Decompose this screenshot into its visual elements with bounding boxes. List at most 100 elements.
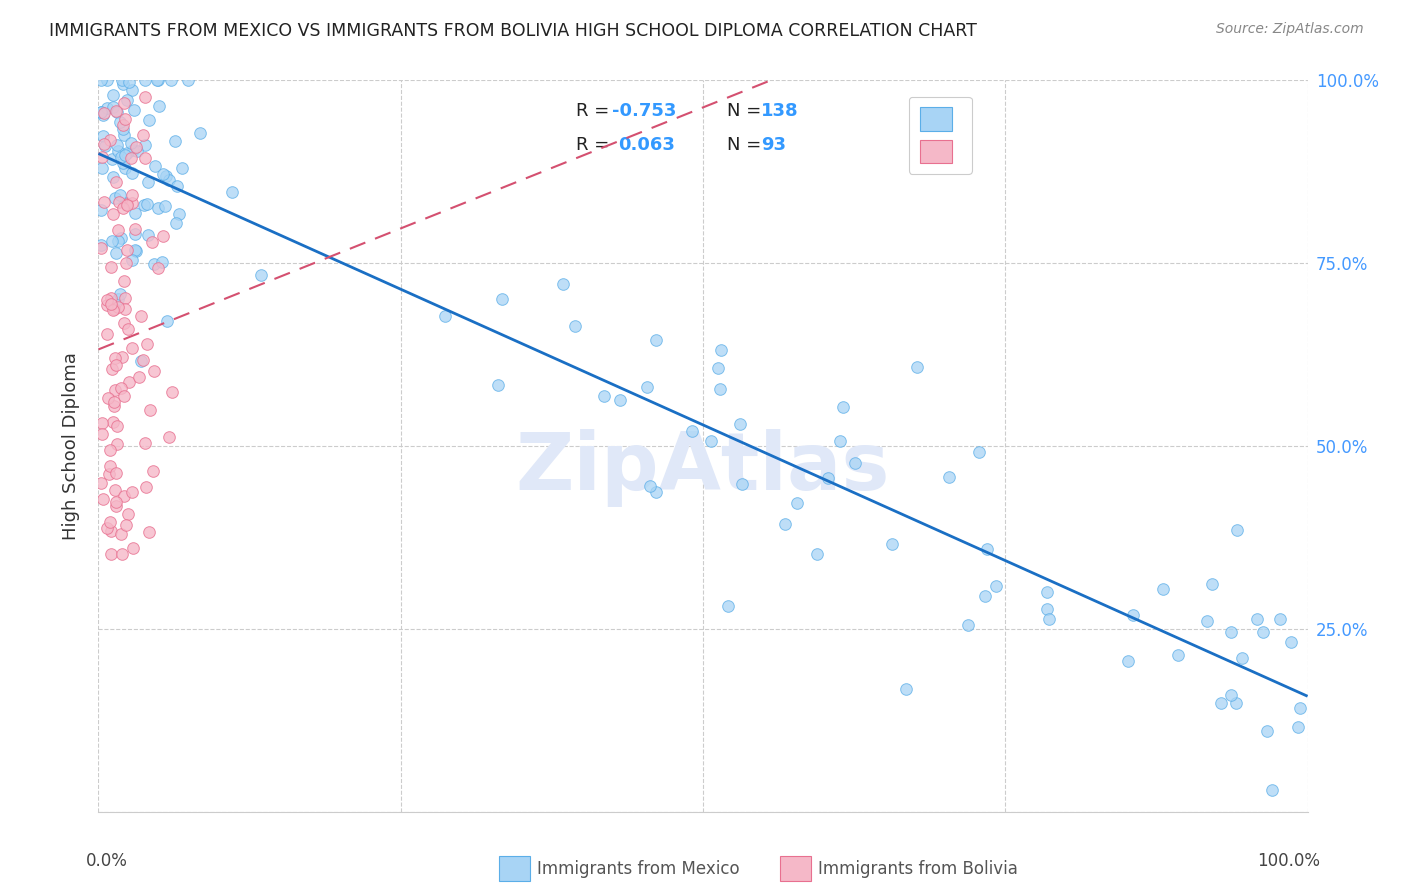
Point <box>91 108 114 122</box>
Point <box>433 310 456 324</box>
Point <box>93 195 115 210</box>
Point <box>700 434 723 449</box>
Point <box>107 292 129 306</box>
Point <box>636 380 658 394</box>
Point <box>167 207 190 221</box>
Point <box>250 268 273 282</box>
Point <box>138 113 160 128</box>
Point <box>134 436 156 450</box>
Point <box>1230 651 1253 665</box>
Point <box>142 364 165 378</box>
Point <box>98 133 121 147</box>
Point <box>115 243 138 257</box>
Point <box>129 354 152 368</box>
Point <box>96 521 118 535</box>
Point <box>114 302 136 317</box>
Point <box>114 291 136 305</box>
Point <box>114 112 136 126</box>
Point <box>101 302 124 317</box>
Point <box>638 478 661 492</box>
Point <box>165 216 187 230</box>
Point <box>1286 720 1309 734</box>
Point <box>132 353 155 368</box>
Point <box>1038 611 1060 625</box>
Point <box>98 516 121 530</box>
Point <box>138 175 160 189</box>
Point <box>157 172 180 186</box>
Point <box>1268 612 1291 626</box>
Point <box>134 73 156 87</box>
Point <box>101 87 124 102</box>
Point <box>134 198 156 212</box>
Point <box>166 179 188 194</box>
Point <box>93 136 115 151</box>
Point <box>124 222 146 236</box>
Point <box>135 480 157 494</box>
Point <box>148 260 170 275</box>
Text: R =: R = <box>576 102 614 120</box>
Point <box>1201 577 1223 591</box>
Point <box>1195 614 1218 628</box>
Point <box>120 151 142 165</box>
Point <box>143 159 166 173</box>
Point <box>97 391 120 405</box>
Point <box>129 309 152 323</box>
Point <box>1261 782 1284 797</box>
Point <box>122 143 145 157</box>
Point <box>974 589 997 603</box>
Point <box>91 417 114 431</box>
Point <box>125 244 148 258</box>
Point <box>104 246 127 260</box>
Point <box>101 100 124 114</box>
Point <box>103 399 125 413</box>
Point <box>806 547 828 561</box>
Point <box>156 314 179 328</box>
Point <box>98 458 121 473</box>
Point <box>160 73 183 87</box>
Point <box>115 256 138 270</box>
Point <box>91 150 114 164</box>
Text: N =: N = <box>727 102 768 120</box>
Point <box>1035 602 1057 616</box>
Point <box>117 507 139 521</box>
Point <box>121 166 143 180</box>
Point <box>90 104 112 119</box>
Point <box>111 121 134 136</box>
Point <box>103 302 125 317</box>
Point <box>832 400 855 414</box>
Point <box>96 73 118 87</box>
Text: 100.0%: 100.0% <box>1257 852 1320 870</box>
Point <box>172 161 194 175</box>
Point <box>90 73 112 87</box>
Point <box>136 336 159 351</box>
Point <box>1226 523 1249 537</box>
Point <box>101 170 124 185</box>
Point <box>152 228 174 243</box>
Point <box>136 228 159 243</box>
Point <box>773 516 796 531</box>
Point <box>828 434 851 448</box>
Text: N =: N = <box>727 136 768 153</box>
Point <box>593 389 616 403</box>
Point <box>155 169 177 183</box>
Point <box>564 319 586 334</box>
Point <box>96 298 118 312</box>
Point <box>112 489 135 503</box>
Point <box>128 370 150 384</box>
Point <box>136 197 159 211</box>
Point <box>101 415 124 429</box>
Point <box>786 496 808 510</box>
Point <box>157 430 180 444</box>
Point <box>132 128 155 142</box>
Point <box>905 359 928 374</box>
Point <box>1122 608 1144 623</box>
Point <box>957 617 980 632</box>
Point <box>706 361 728 376</box>
Point <box>117 322 139 336</box>
Point <box>121 485 143 500</box>
Point <box>104 351 127 366</box>
Point <box>90 105 112 120</box>
Text: 93: 93 <box>761 136 786 153</box>
Point <box>90 238 112 252</box>
Point <box>1279 635 1302 649</box>
